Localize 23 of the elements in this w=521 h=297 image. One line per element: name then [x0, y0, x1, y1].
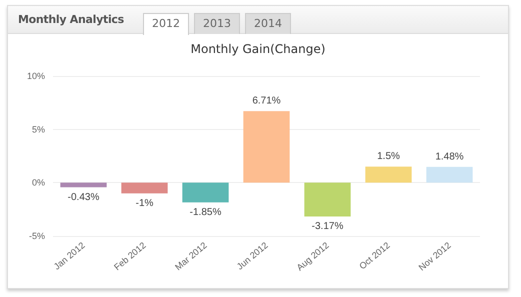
bar [426, 166, 473, 183]
bar [365, 166, 412, 183]
bar [60, 182, 107, 188]
bar [243, 111, 290, 183]
data-label: -0.43% [68, 192, 100, 203]
data-label: -3.17% [312, 220, 344, 232]
text: 2014 [245, 13, 291, 34]
bar [304, 182, 351, 216]
y-tick-label: -5% [28, 231, 45, 241]
data-label: -1% [136, 198, 154, 209]
data-label: 1.5% [377, 151, 400, 162]
y-tick-label: 5% [32, 124, 45, 134]
text: 2013 [194, 13, 240, 34]
bar [121, 182, 168, 194]
text: 2012 [143, 13, 189, 35]
data-label: 1.48% [435, 151, 464, 162]
y-tick-label: 0% [32, 178, 45, 188]
data-label: 6.71% [252, 96, 281, 107]
text: Monthly Analytics [18, 13, 124, 26]
bar [182, 182, 229, 202]
data-label: -1.85% [190, 206, 222, 218]
chart-title: Monthly Gain(Change) [190, 42, 326, 56]
y-tick-label: 10% [26, 71, 45, 81]
